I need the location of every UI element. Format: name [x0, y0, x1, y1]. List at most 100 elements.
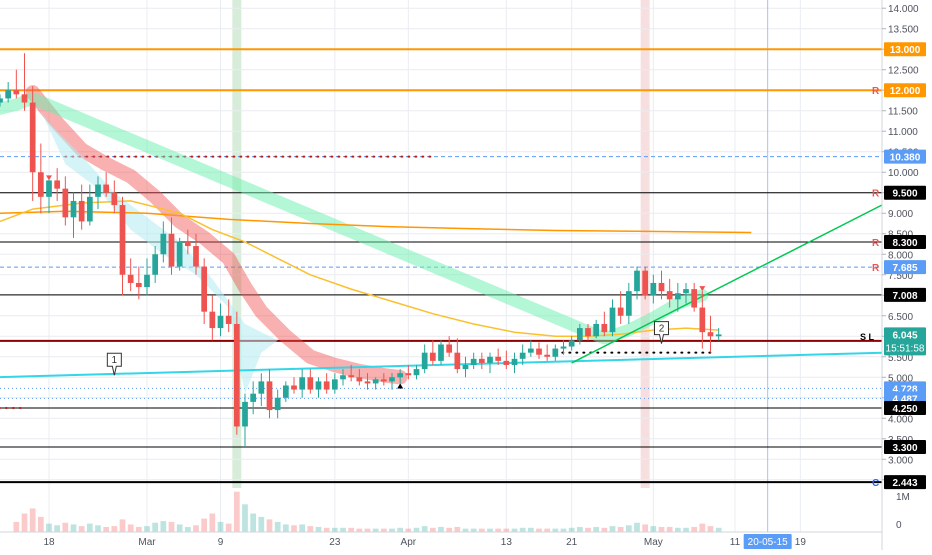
- trend-line-cyan: [0, 351, 883, 379]
- candle-body: [315, 381, 322, 390]
- candle-body: [54, 180, 61, 189]
- candle-body: [70, 200, 77, 218]
- price-label-bg: [884, 42, 926, 57]
- price-label-4.487: 4.487: [892, 394, 917, 405]
- candle-body: [266, 381, 273, 411]
- volume-bar: [217, 521, 224, 532]
- candle-body: [127, 274, 134, 283]
- cyan-cloud: [40, 110, 278, 394]
- current-price-label: 6.045: [892, 330, 917, 341]
- price-tick-label: 11.500: [888, 107, 918, 118]
- volume-tick-label: 1M: [896, 492, 910, 503]
- volume-bar: [250, 513, 257, 532]
- volume-bar: [585, 527, 591, 532]
- candle-body: [519, 352, 526, 359]
- volume-bar: [291, 525, 297, 532]
- candle-body: [585, 328, 591, 337]
- price-label-4.728: 4.728: [892, 384, 917, 395]
- volume-bar: [144, 526, 150, 532]
- axis-marker-R: R: [872, 263, 880, 274]
- candle-body: [487, 356, 493, 363]
- candle-body: [462, 364, 469, 370]
- volume-bar: [209, 513, 216, 532]
- trend-line-green: [571, 204, 883, 364]
- volume-bar: [103, 526, 110, 532]
- candle-body: [21, 94, 28, 103]
- price-label-bg: [884, 401, 926, 416]
- candle-body: [364, 381, 371, 384]
- candle-body: [217, 315, 224, 329]
- volume-bar: [348, 527, 355, 532]
- volume-bar: [511, 528, 518, 532]
- candle-body: [478, 358, 485, 363]
- volume-bar: [299, 524, 306, 532]
- volume-bar: [625, 525, 632, 532]
- axis-marker-R: R: [872, 238, 880, 249]
- volume-bar: [495, 528, 502, 532]
- volume-bar: [478, 528, 485, 532]
- candle-body: [372, 379, 379, 384]
- candle-body: [201, 266, 208, 312]
- ma-line-orange-long: [0, 210, 752, 234]
- candle-body: [323, 381, 330, 390]
- arrow-up-marker-1: [397, 383, 404, 389]
- candle-body: [291, 385, 297, 390]
- volume-bar: [527, 527, 534, 532]
- price-label-bg: [884, 149, 926, 164]
- candle-body: [340, 375, 346, 380]
- price-label-9.500: 9.500: [892, 189, 917, 200]
- volume-bar: [380, 528, 387, 532]
- candle-body: [282, 385, 289, 398]
- volume-bar: [184, 526, 191, 532]
- volume-bar: [258, 516, 265, 532]
- volume-bar: [389, 528, 395, 532]
- candle-body: [438, 344, 444, 361]
- cursor-date-bg: [743, 534, 792, 549]
- volume-bar: [446, 527, 453, 532]
- volume-bar: [86, 523, 93, 532]
- volume-bar: [462, 528, 469, 532]
- candle-body: [560, 346, 567, 349]
- price-label-7.008: 7.008: [892, 291, 917, 302]
- volume-bar: [438, 526, 444, 532]
- time-tick-label: 11: [730, 537, 741, 548]
- volume-bar: [315, 526, 322, 532]
- volume-bar: [560, 528, 567, 532]
- price-tick-label: 3.000: [888, 455, 913, 466]
- price-label-13.000: 13.000: [890, 45, 921, 56]
- price-label-7.685: 7.685: [892, 263, 917, 274]
- candle-body: [103, 184, 110, 193]
- candle-body: [511, 358, 518, 365]
- volume-bar: [715, 527, 722, 532]
- volume-bar: [421, 526, 428, 532]
- callout-2: 2: [654, 321, 669, 344]
- volume-bar: [487, 528, 493, 532]
- candle-body: [5, 90, 12, 99]
- candle-body: [168, 233, 175, 267]
- volume-bar: [160, 521, 167, 532]
- price-label-3.300: 3.300: [892, 443, 917, 454]
- volume-bar: [429, 527, 436, 532]
- volume-bar: [568, 527, 575, 532]
- candle-body: [691, 289, 698, 308]
- current-price-bg: [884, 327, 926, 356]
- candle-body: [152, 254, 159, 275]
- volume-bar: [356, 528, 363, 532]
- candle-body: [617, 307, 624, 316]
- volume-bar: [666, 526, 673, 532]
- price-label-bg: [884, 475, 926, 490]
- volume-bar: [70, 524, 77, 532]
- candle-body: [331, 379, 338, 390]
- volume-bar: [13, 521, 20, 532]
- time-tick-label: 19: [795, 537, 807, 548]
- candle-body: [601, 323, 608, 333]
- candle-body: [95, 184, 101, 197]
- volume-bar: [454, 526, 461, 532]
- candle-body: [258, 381, 265, 394]
- volume-bar: [242, 504, 248, 532]
- volume-bar: [307, 526, 314, 532]
- candle-body: [446, 344, 453, 353]
- candle-body: [62, 188, 69, 218]
